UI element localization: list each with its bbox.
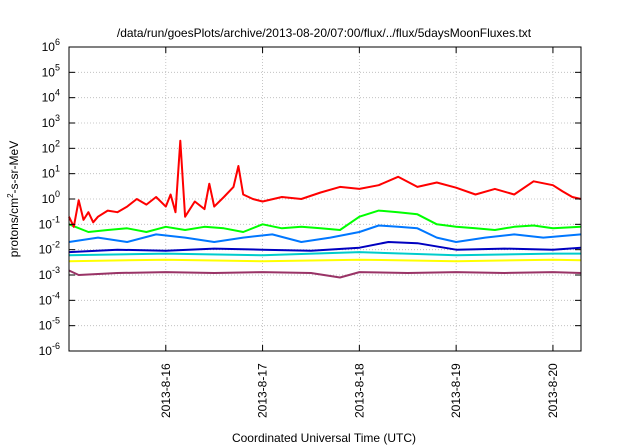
y-tick-label: 10-2: [39, 240, 60, 257]
y-tick-label: 10-5: [39, 316, 60, 333]
y-tick-label: 10-3: [39, 265, 60, 282]
grid: [69, 47, 581, 351]
series-line-5: [68, 251, 581, 257]
y-tick-label: 105: [42, 62, 60, 79]
x-axis: 2013-8-16 2013-8-17 2013-8-18 2013-8-19 2013…: [159, 47, 560, 418]
series-line-7: [68, 269, 582, 279]
x-tick-label: 2013-8-18: [352, 363, 366, 418]
chart-title: /data/run/goesPlots/archive/2013-08-20/0…: [117, 26, 532, 40]
series-line-1: [68, 139, 582, 228]
y-tick-label: 101: [42, 164, 60, 181]
y-tick-label: 100: [42, 189, 60, 206]
y-tick-label: 10-1: [39, 214, 60, 231]
x-tick-label: 2013-8-17: [256, 363, 270, 418]
y-tick-label: 10-4: [39, 290, 60, 307]
y-tick-label: 103: [42, 113, 60, 130]
x-tick-label: 2013-8-20: [546, 363, 560, 418]
y-tick-label: 104: [42, 88, 60, 105]
y-tick-label: 10-6: [39, 341, 60, 358]
y-axis: 10-6 10-5 10-4 10-3 10-2 10-1 100 101 102 103 104 1…: [39, 37, 581, 358]
series-line-6: [68, 258, 582, 263]
series-line-3: [68, 224, 582, 243]
y-tick-label: 102: [42, 138, 60, 155]
y-tick-label: 106: [42, 37, 60, 54]
series-line-2: [68, 209, 582, 233]
x-tick-label: 2013-8-16: [159, 363, 173, 418]
series-group: [68, 139, 582, 279]
x-tick-label: 2013-8-19: [449, 363, 463, 418]
y-axis-label: protons/cm2-s-sr-MeV: [6, 141, 21, 257]
series-line-4: [68, 241, 582, 254]
x-axis-label: Coordinated Universal Time (UTC): [232, 431, 416, 445]
